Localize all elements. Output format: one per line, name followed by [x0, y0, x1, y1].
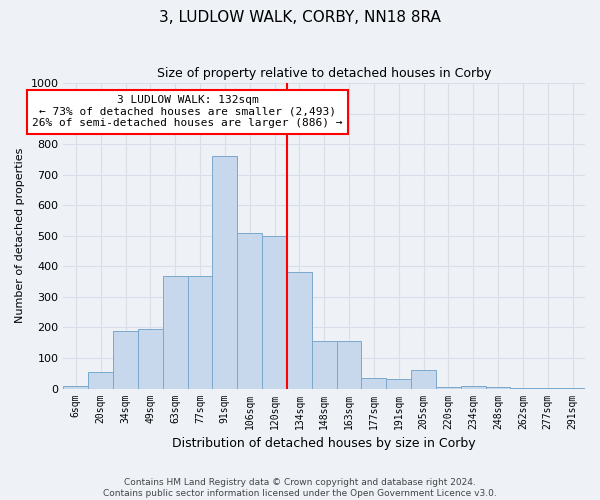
Title: Size of property relative to detached houses in Corby: Size of property relative to detached ho… [157, 68, 491, 80]
Bar [262, 236, 287, 388]
Bar [436, 387, 461, 388]
Bar [287, 272, 312, 388]
Bar [64, 386, 88, 388]
Bar [461, 386, 485, 388]
Bar [485, 387, 511, 388]
Bar [337, 341, 361, 388]
Bar [386, 380, 411, 388]
Bar [188, 276, 212, 388]
Bar [361, 378, 386, 388]
Bar [237, 233, 262, 388]
Bar [138, 329, 163, 388]
Bar [88, 372, 113, 388]
Bar [312, 341, 337, 388]
Text: Contains HM Land Registry data © Crown copyright and database right 2024.
Contai: Contains HM Land Registry data © Crown c… [103, 478, 497, 498]
Bar [411, 370, 436, 388]
Bar [212, 156, 237, 388]
X-axis label: Distribution of detached houses by size in Corby: Distribution of detached houses by size … [172, 437, 476, 450]
Bar [163, 276, 188, 388]
Y-axis label: Number of detached properties: Number of detached properties [15, 148, 25, 324]
Bar [113, 330, 138, 388]
Text: 3 LUDLOW WALK: 132sqm
← 73% of detached houses are smaller (2,493)
26% of semi-d: 3 LUDLOW WALK: 132sqm ← 73% of detached … [32, 96, 343, 128]
Text: 3, LUDLOW WALK, CORBY, NN18 8RA: 3, LUDLOW WALK, CORBY, NN18 8RA [159, 10, 441, 25]
